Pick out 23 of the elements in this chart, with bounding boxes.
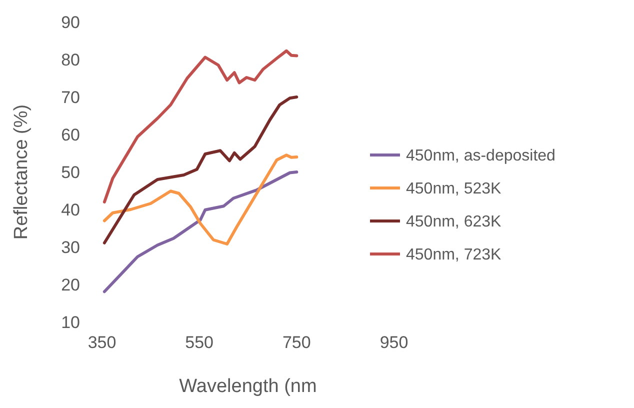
y-tick-label: 40 [61, 200, 80, 220]
line-series [102, 154, 298, 246]
x-tick-label: 550 [185, 333, 214, 352]
x-tick-label: 750 [282, 333, 311, 352]
y-tick-label: 60 [61, 125, 80, 144]
y-tick-label: 20 [61, 275, 80, 294]
y-tick-label: 50 [61, 162, 80, 182]
x-tick-label: 950 [380, 333, 408, 352]
line-series [102, 96, 298, 244]
legend-label: 450nm, 723K [406, 246, 502, 264]
legend-label: 450nm, 623K [406, 214, 502, 231]
legend-label: 450nm, as-deposited [406, 148, 556, 165]
y-axis-title: Reflectance (%) [11, 104, 32, 240]
y-tick-label: 90 [61, 12, 80, 32]
line-series [102, 49, 298, 204]
y-tick-label: 10 [61, 312, 80, 332]
y-tick-label: 80 [61, 50, 80, 70]
legend-label: 450nm, 523K [406, 180, 502, 198]
line-series [102, 170, 298, 294]
x-axis-title: Wavelength (nm [179, 376, 317, 397]
y-tick-label: 30 [61, 238, 80, 257]
x-tick-label: 350 [88, 333, 116, 352]
y-tick-label: 70 [61, 88, 80, 107]
